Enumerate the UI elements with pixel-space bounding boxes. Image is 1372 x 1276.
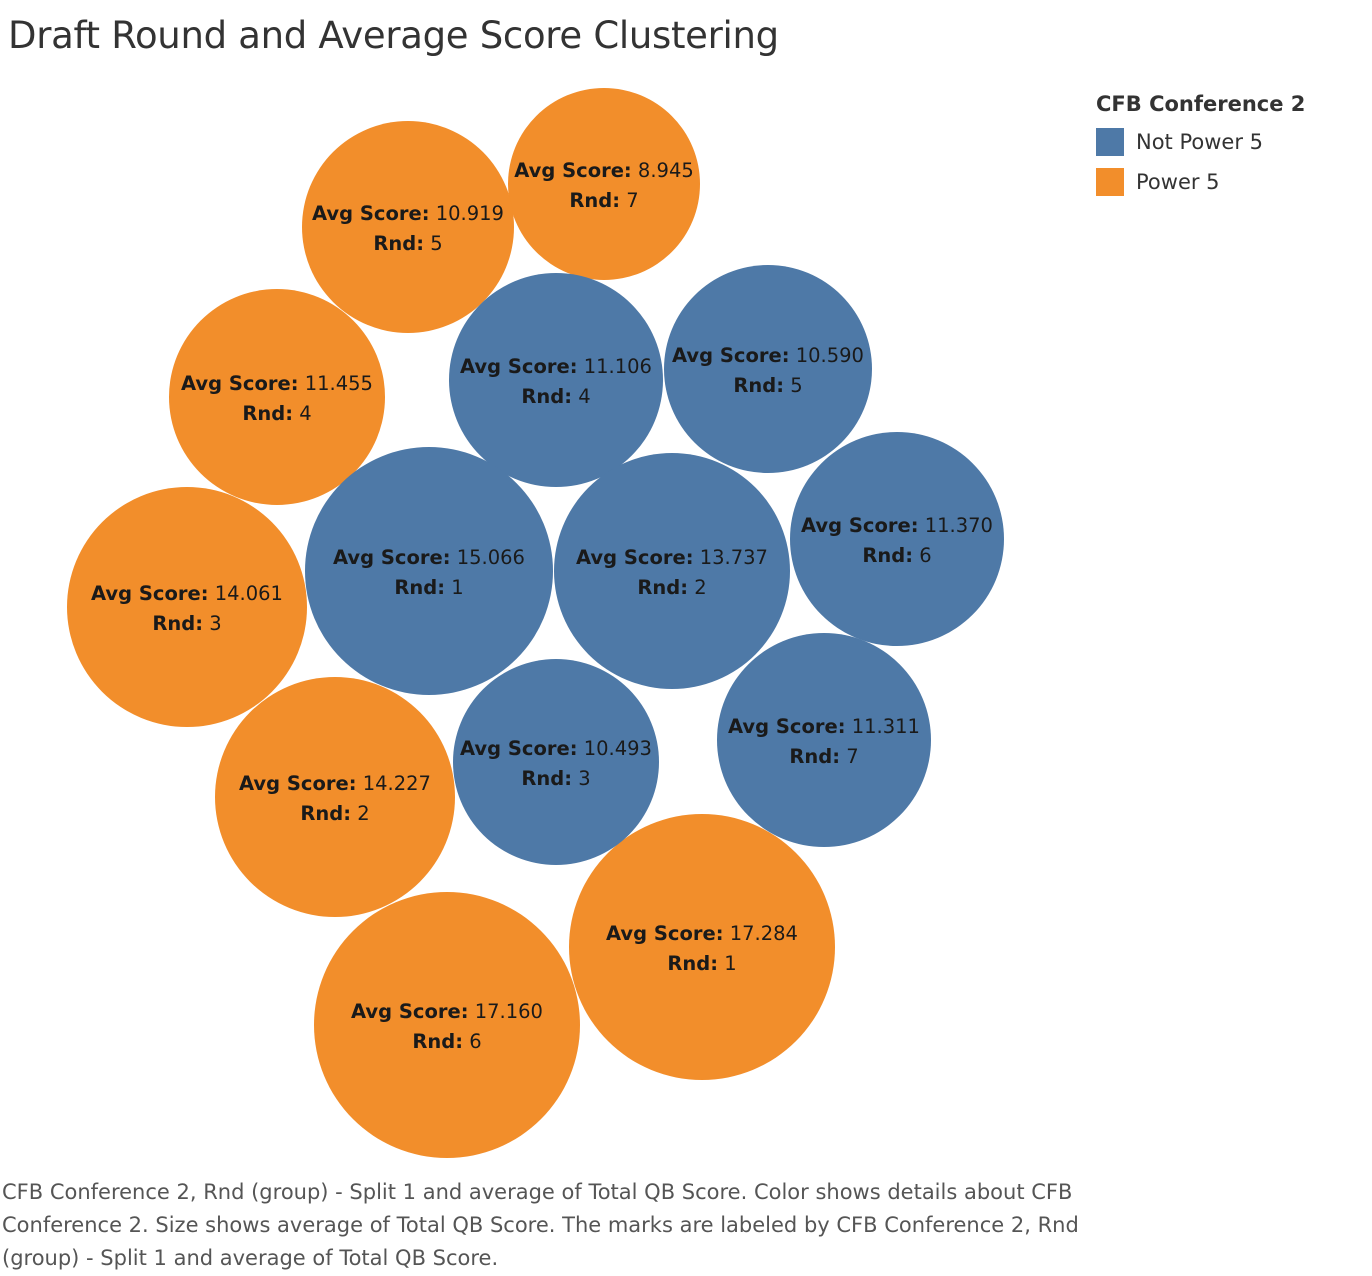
bubble-round-label: Rnd: 6 — [412, 1030, 481, 1053]
bubble-power-5-rnd-5[interactable]: Avg Score: 10.919 Rnd: 5 — [302, 121, 514, 333]
bubble-round-label: Rnd: 4 — [521, 385, 590, 408]
bubble-power-5-rnd-7[interactable]: Avg Score: 8.945 Rnd: 7 — [508, 88, 700, 280]
bubble-score-label: Avg Score: 11.455 — [181, 372, 373, 395]
bubble-power-5-rnd-3[interactable]: Avg Score: 14.061 Rnd: 3 — [67, 487, 307, 727]
bubble-score-label: Avg Score: 17.160 — [351, 1000, 543, 1023]
legend-label-power-5: Power 5 — [1136, 170, 1220, 194]
bubble-round-label: Rnd: 1 — [394, 576, 463, 599]
bubble-round-label: Rnd: 7 — [569, 189, 638, 212]
bubble-circle[interactable] — [717, 633, 931, 847]
bubble-round-label: Rnd: 2 — [300, 802, 369, 825]
legend-title: CFB Conference 2 — [1096, 92, 1306, 116]
legend-item-not-power-5[interactable]: Not Power 5 — [1096, 122, 1305, 162]
bubble-circle[interactable] — [449, 273, 663, 487]
bubble-round-label: Rnd: 3 — [521, 767, 590, 790]
bubble-score-label: Avg Score: 14.227 — [239, 772, 431, 795]
bubble-circle[interactable] — [169, 289, 385, 505]
bubble-not-power-5-rnd-7[interactable]: Avg Score: 11.311 Rnd: 7 — [717, 633, 931, 847]
bubble-not-power-5-rnd-3[interactable]: Avg Score: 10.493 Rnd: 3 — [453, 659, 659, 865]
bubble-score-label: Avg Score: 11.311 — [728, 715, 920, 738]
bubble-power-5-rnd-1[interactable]: Avg Score: 17.284 Rnd: 1 — [569, 814, 835, 1080]
bubble-circle[interactable] — [314, 892, 580, 1158]
legend-swatch-power-5 — [1096, 168, 1124, 196]
bubble-round-label: Rnd: 5 — [733, 374, 802, 397]
bubble-circle[interactable] — [664, 265, 872, 473]
bubble-not-power-5-rnd-2[interactable]: Avg Score: 13.737 Rnd: 2 — [554, 453, 790, 689]
bubble-circle[interactable] — [453, 659, 659, 865]
bubble-circle[interactable] — [508, 88, 700, 280]
bubble-not-power-5-rnd-6[interactable]: Avg Score: 11.370 Rnd: 6 — [790, 432, 1004, 646]
bubble-circle[interactable] — [302, 121, 514, 333]
bubble-round-label: Rnd: 7 — [789, 745, 858, 768]
bubble-circle[interactable] — [569, 814, 835, 1080]
bubble-power-5-rnd-2[interactable]: Avg Score: 14.227 Rnd: 2 — [215, 677, 455, 917]
bubble-not-power-5-rnd-5[interactable]: Avg Score: 10.590 Rnd: 5 — [664, 265, 872, 473]
bubble-score-label: Avg Score: 17.284 — [606, 922, 798, 945]
bubble-power-5-rnd-6[interactable]: Avg Score: 17.160 Rnd: 6 — [314, 892, 580, 1158]
bubble-score-label: Avg Score: 15.066 — [333, 546, 525, 569]
bubble-score-label: Avg Score: 10.493 — [460, 737, 652, 760]
bubble-not-power-5-rnd-1[interactable]: Avg Score: 15.066 Rnd: 1 — [305, 447, 553, 695]
legend-label-not-power-5: Not Power 5 — [1136, 130, 1263, 154]
bubble-score-label: Avg Score: 8.945 — [514, 159, 694, 182]
chart-title: Draft Round and Average Score Clustering — [8, 14, 779, 57]
legend: CFB Conference 2 Not Power 5 Power 5 — [1096, 92, 1305, 202]
bubble-circle[interactable] — [215, 677, 455, 917]
bubble-circle[interactable] — [790, 432, 1004, 646]
bubble-not-power-5-rnd-4[interactable]: Avg Score: 11.106 Rnd: 4 — [449, 273, 663, 487]
bubble-score-label: Avg Score: 11.106 — [460, 355, 652, 378]
bubble-circle[interactable] — [305, 447, 553, 695]
chart-caption: CFB Conference 2, Rnd (group) - Split 1 … — [2, 1180, 1079, 1270]
bubble-round-label: Rnd: 4 — [242, 402, 311, 425]
bubble-round-label: Rnd: 5 — [373, 232, 442, 255]
bubble-round-label: Rnd: 2 — [637, 576, 706, 599]
bubble-score-label: Avg Score: 10.919 — [312, 202, 504, 225]
bubble-power-5-rnd-4[interactable]: Avg Score: 11.455 Rnd: 4 — [169, 289, 385, 505]
legend-item-power-5[interactable]: Power 5 — [1096, 162, 1305, 202]
bubble-score-label: Avg Score: 10.590 — [672, 344, 864, 367]
legend-swatch-not-power-5 — [1096, 128, 1124, 156]
bubble-circle[interactable] — [67, 487, 307, 727]
bubble-chart: Avg Score: 8.945 Rnd: 7 Avg Score: 10.919 R… — [67, 88, 1004, 1158]
bubble-round-label: Rnd: 6 — [862, 544, 931, 567]
bubble-round-label: Rnd: 3 — [152, 612, 221, 635]
bubble-score-label: Avg Score: 11.370 — [801, 514, 993, 537]
bubble-score-label: Avg Score: 13.737 — [576, 546, 768, 569]
bubble-score-label: Avg Score: 14.061 — [91, 582, 283, 605]
bubble-round-label: Rnd: 1 — [667, 952, 736, 975]
bubble-circle[interactable] — [554, 453, 790, 689]
